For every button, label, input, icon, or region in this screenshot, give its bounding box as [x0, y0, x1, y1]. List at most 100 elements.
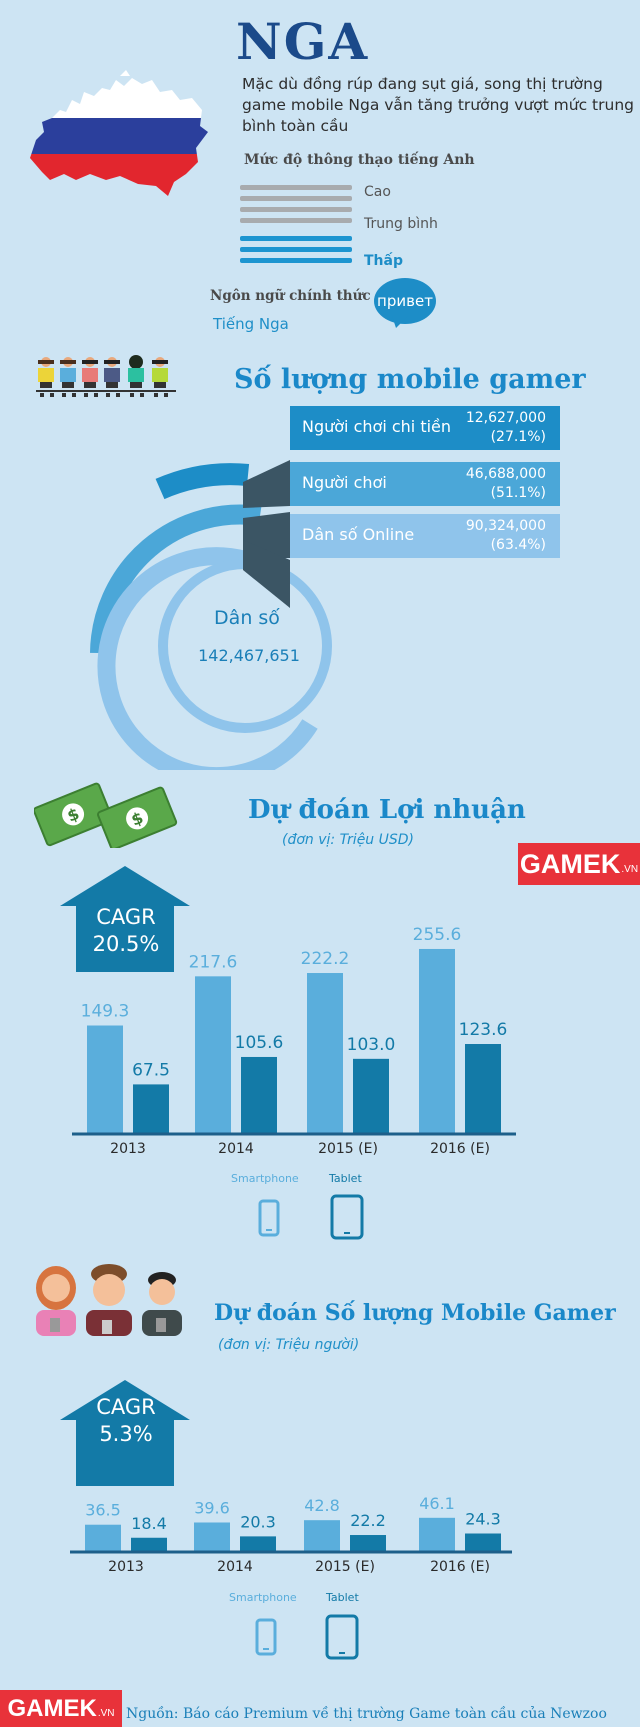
- level-bar: [240, 236, 352, 241]
- gamer-row-players: Người chơi 46,688,000 (51.1%): [290, 462, 560, 506]
- people-avatars-icon: [36, 1264, 182, 1336]
- gamek-brand: GAMEK: [519, 848, 621, 879]
- source-note: Nguồn: Báo cáo Premium về thị trường Gam…: [126, 1706, 607, 1722]
- gamer-row-pct: (51.1%): [490, 485, 546, 501]
- level-bar: [240, 185, 352, 190]
- level-bar: [240, 247, 352, 252]
- level-bar: [240, 218, 352, 223]
- cagr-arrow: [60, 1380, 190, 1486]
- gamer-forecast-chart: 36.5 18.4 2013 39.6 20.3 2014 42.8 22.2 2015 (E)…: [70, 1494, 512, 1575]
- x-tick-label: 2015 (E): [318, 1141, 378, 1157]
- bar-tablet: [131, 1537, 167, 1551]
- population-label: Dân số: [214, 607, 280, 629]
- x-tick-label: 2016 (E): [430, 1559, 490, 1575]
- bar-smartphone: [195, 976, 231, 1133]
- bar-smartphone: [304, 1520, 340, 1551]
- x-tick-label: 2014: [218, 1141, 254, 1157]
- cagr-label: CAGR: [96, 1395, 156, 1419]
- revenue-title: Dự đoán Lợi nhuận: [248, 795, 526, 825]
- population-value: 142,467,651: [198, 646, 300, 665]
- gamer-row-label: Người chơi chi tiền: [302, 417, 452, 436]
- bar-smartphone: [87, 1025, 123, 1133]
- bar-value-label: 123.6: [459, 1020, 508, 1040]
- gamer-row-value: 90,324,000: [465, 518, 546, 534]
- gamek-suffix: .VN: [97, 1708, 115, 1719]
- legend-tablet: Tablet: [329, 1172, 362, 1185]
- gamers-people-icon: [36, 355, 176, 397]
- tablet-icon: [330, 1194, 364, 1240]
- legend-smartphone: Smartphone: [231, 1172, 299, 1185]
- level-bar: [240, 258, 352, 263]
- gamers-title: Số lượng mobile gamer: [234, 364, 586, 395]
- bar-value-label: 103.0: [347, 1035, 396, 1055]
- bar-value-label: 22.2: [350, 1511, 386, 1530]
- gamer-row-paying: Người chơi chi tiền 12,627,000 (27.1%): [290, 406, 560, 450]
- bar-value-label: 42.8: [304, 1496, 340, 1515]
- bar-tablet: [465, 1533, 501, 1551]
- bar-tablet: [465, 1044, 501, 1133]
- gamek-suffix: .VN: [621, 863, 639, 875]
- x-tick-label: 2013: [110, 1141, 146, 1157]
- cagr-value: 5.3%: [99, 1422, 153, 1446]
- bar-tablet: [133, 1084, 169, 1133]
- level-low: Thấp: [364, 253, 403, 269]
- bar-tablet: [241, 1056, 277, 1133]
- gamer-row-label: Dân số Online: [302, 525, 415, 544]
- money-icon: $ $: [34, 782, 178, 848]
- bar-smartphone: [85, 1524, 121, 1551]
- level-bar: [240, 196, 352, 201]
- official-language-value: Tiếng Nga: [213, 315, 289, 333]
- bar-smartphone: [307, 973, 343, 1133]
- cagr-arrow: [60, 866, 190, 972]
- level-bar: [240, 207, 352, 212]
- bar-tablet: [353, 1058, 389, 1133]
- legend-tablet: Tablet: [326, 1591, 359, 1604]
- bar-tablet: [240, 1536, 276, 1551]
- gamer-row-value: 46,688,000: [465, 466, 546, 482]
- bar-value-label: 105.6: [235, 1033, 284, 1053]
- tablet-icon: [325, 1614, 359, 1660]
- bar-value-label: 222.2: [301, 949, 350, 969]
- bar-value-label: 36.5: [85, 1501, 121, 1520]
- official-language-title: Ngôn ngữ chính thức: [210, 288, 371, 304]
- gamer-row-pct: (27.1%): [490, 429, 546, 445]
- gamers-rings: [90, 460, 332, 770]
- bar-value-label: 217.6: [189, 952, 238, 972]
- gamek-logo: GAMEK .VN: [518, 843, 640, 885]
- gamer-row-label: Người chơi: [302, 473, 387, 492]
- bar-value-label: 67.5: [132, 1060, 170, 1080]
- legend-smartphone: Smartphone: [229, 1591, 297, 1604]
- cagr-value: 20.5%: [92, 932, 160, 956]
- gamek-footer-logo: GAMEK .VN: [0, 1690, 122, 1727]
- bar-value-label: 24.3: [465, 1510, 501, 1529]
- gamer-forecast-title: Dự đoán Số lượng Mobile Gamer: [214, 1300, 616, 1326]
- level-high: Cao: [364, 184, 391, 200]
- smartphone-icon: [258, 1199, 280, 1237]
- bar-value-label: 46.1: [419, 1494, 455, 1513]
- bar-smartphone: [194, 1522, 230, 1551]
- bar-smartphone: [419, 1517, 455, 1551]
- bar-tablet: [350, 1535, 386, 1551]
- smartphone-icon: [255, 1618, 277, 1656]
- intro-text: Mặc dù đồng rúp đang sụt giá, song thị t…: [242, 75, 634, 135]
- cagr-box: CAGR 20.5%: [76, 904, 176, 958]
- bar-value-label: 149.3: [81, 1002, 130, 1022]
- speech-bubble-tail: [392, 316, 408, 328]
- bar-value-label: 18.4: [131, 1514, 167, 1533]
- x-tick-label: 2015 (E): [315, 1559, 375, 1575]
- cagr-label: CAGR: [96, 905, 156, 929]
- gamer-forecast-subtitle: (đơn vị: Triệu người): [218, 1337, 360, 1353]
- gamer-row-pct: (63.4%): [490, 537, 546, 553]
- russia-flag-map: [30, 70, 208, 196]
- bar-value-label: 20.3: [240, 1512, 276, 1531]
- revenue-subtitle: (đơn vị: Triệu USD): [282, 832, 415, 848]
- english-proficiency-title: Mức độ thông thạo tiếng Anh: [244, 152, 475, 168]
- bar-smartphone: [419, 948, 455, 1133]
- level-medium: Trung bình: [364, 216, 438, 232]
- page-title: NGA: [236, 12, 370, 71]
- x-tick-label: 2013: [108, 1559, 144, 1575]
- revenue-chart: 149.3 67.5 2013 217.6 105.6 2014 222.2 103.0 201…: [72, 925, 516, 1157]
- x-tick-label: 2016 (E): [430, 1141, 490, 1157]
- gamek-brand: GAMEK: [7, 1694, 97, 1722]
- x-tick-label: 2014: [217, 1559, 253, 1575]
